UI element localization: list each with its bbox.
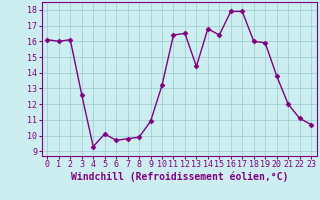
X-axis label: Windchill (Refroidissement éolien,°C): Windchill (Refroidissement éolien,°C) [70,172,288,182]
